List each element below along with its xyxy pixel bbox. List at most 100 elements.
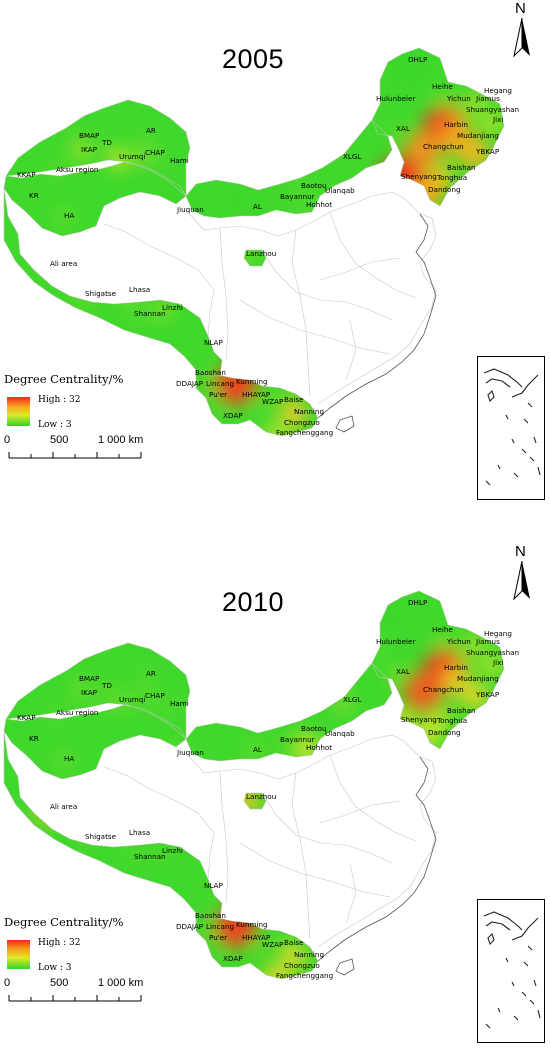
place-label: Ulanqab [325,186,355,195]
place-label: Linzhi [162,846,183,855]
place-label: Jiamus [475,637,500,646]
heat-spot [21,190,37,206]
place-label: Baotou [301,181,327,190]
heat-spot [298,199,314,215]
place-label: Hulunbeier [376,637,415,646]
heat-spot [293,180,309,196]
place-label: Jixi [492,115,503,124]
heat-spot [126,851,142,867]
place-label: XAL [396,124,410,133]
place-label: Aksu region [56,708,98,717]
legend-high-label: High : 32 [38,395,81,405]
heat-spot [198,921,214,937]
heat-spot [438,92,456,110]
place-label: Nanning [294,950,324,959]
place-label: BMAP [79,674,100,683]
heat-spot [55,209,73,227]
place-label: Jiuquan [176,748,204,757]
region-outline [243,792,267,810]
hainan-island [335,415,355,433]
region-outline [371,47,505,207]
place-label: DDAJAP [176,922,204,931]
heat-spot [162,698,178,714]
heat-spot [154,845,170,861]
heat-spot [94,137,110,153]
north-arrow-icon [513,561,530,601]
place-label: HHAYAP [242,390,271,399]
place-label: Harbin [444,663,468,672]
map-canvas: DHLP Heihe Hegang Hulunbeier Yichun Jiamus Shu… [3,590,519,980]
heat-spot [71,142,91,162]
region-outline [195,912,319,980]
place-label: Lanzhou [246,249,276,258]
place-label: HA [64,754,74,763]
heat-spot [425,82,439,96]
region-outline [195,369,319,437]
place-label: YBKAP [475,147,500,156]
place-label: XAL [396,667,410,676]
region-outline [5,642,191,740]
place-label: CHAP [145,148,165,157]
place-label: BMAP [79,131,100,140]
place-label: XLGL [343,152,362,161]
map-canvas: DHLP Heihe Hegang Hulunbeier Yichun Jiamus Shu… [3,47,519,437]
place-label: Shuangyashan [466,648,519,657]
heat-spot [401,598,415,612]
place-label: Changchun [423,685,464,694]
place-label: XDAP [223,411,243,420]
heat-spot [442,666,472,696]
place-label: Baoshan [195,368,226,377]
place-label: WZAP [262,940,284,949]
heat-spot [71,130,87,146]
scale-bar [8,995,142,1002]
place-label: Baishan [447,706,476,715]
place-label: Hegang [484,86,512,95]
heat-spot [152,300,172,320]
place-label: Hulunbeier [376,94,415,103]
province-borders [103,734,437,948]
place-label: Mudanjiang [457,674,499,683]
north-arrow-icon [513,18,530,58]
place-label: Lanzhou [246,792,276,801]
place-label: Baishan [447,163,476,172]
place-label: Shigatse [85,289,117,298]
scale-label-500: 500 [50,977,69,989]
legend-low-label: Low : 3 [38,420,72,430]
place-label: Shannan [134,852,166,861]
place-label: Baise [284,938,304,947]
place-label: TD [101,138,112,147]
heat-spot [216,954,230,968]
place-label: WZAP [262,397,284,406]
place-label: AR [146,669,156,678]
heat-spot [293,723,309,739]
heat-spot [22,734,36,748]
place-label: Baoshan [195,911,226,920]
place-label: Kunming [236,377,268,386]
place-label: AL [253,202,262,211]
place-label: Hohhot [306,200,332,209]
place-label: Shannan [134,309,166,318]
place-label: Lhasa [129,828,150,837]
legend-color-ramp [7,940,30,969]
place-label: Yichun [446,94,471,103]
place-label: IKAP [81,688,98,697]
scale-label-500: 500 [50,434,69,446]
scale-label-0: 0 [4,434,11,446]
heat-spot [94,680,110,696]
heat-spot [482,111,504,133]
heat-spot [196,337,212,353]
province-borders [103,191,437,405]
place-label: Hegang [484,629,512,638]
region-outline [185,662,393,762]
place-label: KKAP [17,713,36,722]
place-label: Hami [170,156,189,165]
heat-spot [198,378,214,394]
heat-spot [424,624,440,640]
heat-spot [216,411,230,425]
place-label: Jixi [492,658,503,667]
place-label: Ali area [50,259,77,268]
place-label: Pu'er [209,933,227,942]
south-china-sea-inset [477,356,545,500]
place-label: Hohhot [306,743,332,752]
place-label: Shenyang [401,715,437,724]
